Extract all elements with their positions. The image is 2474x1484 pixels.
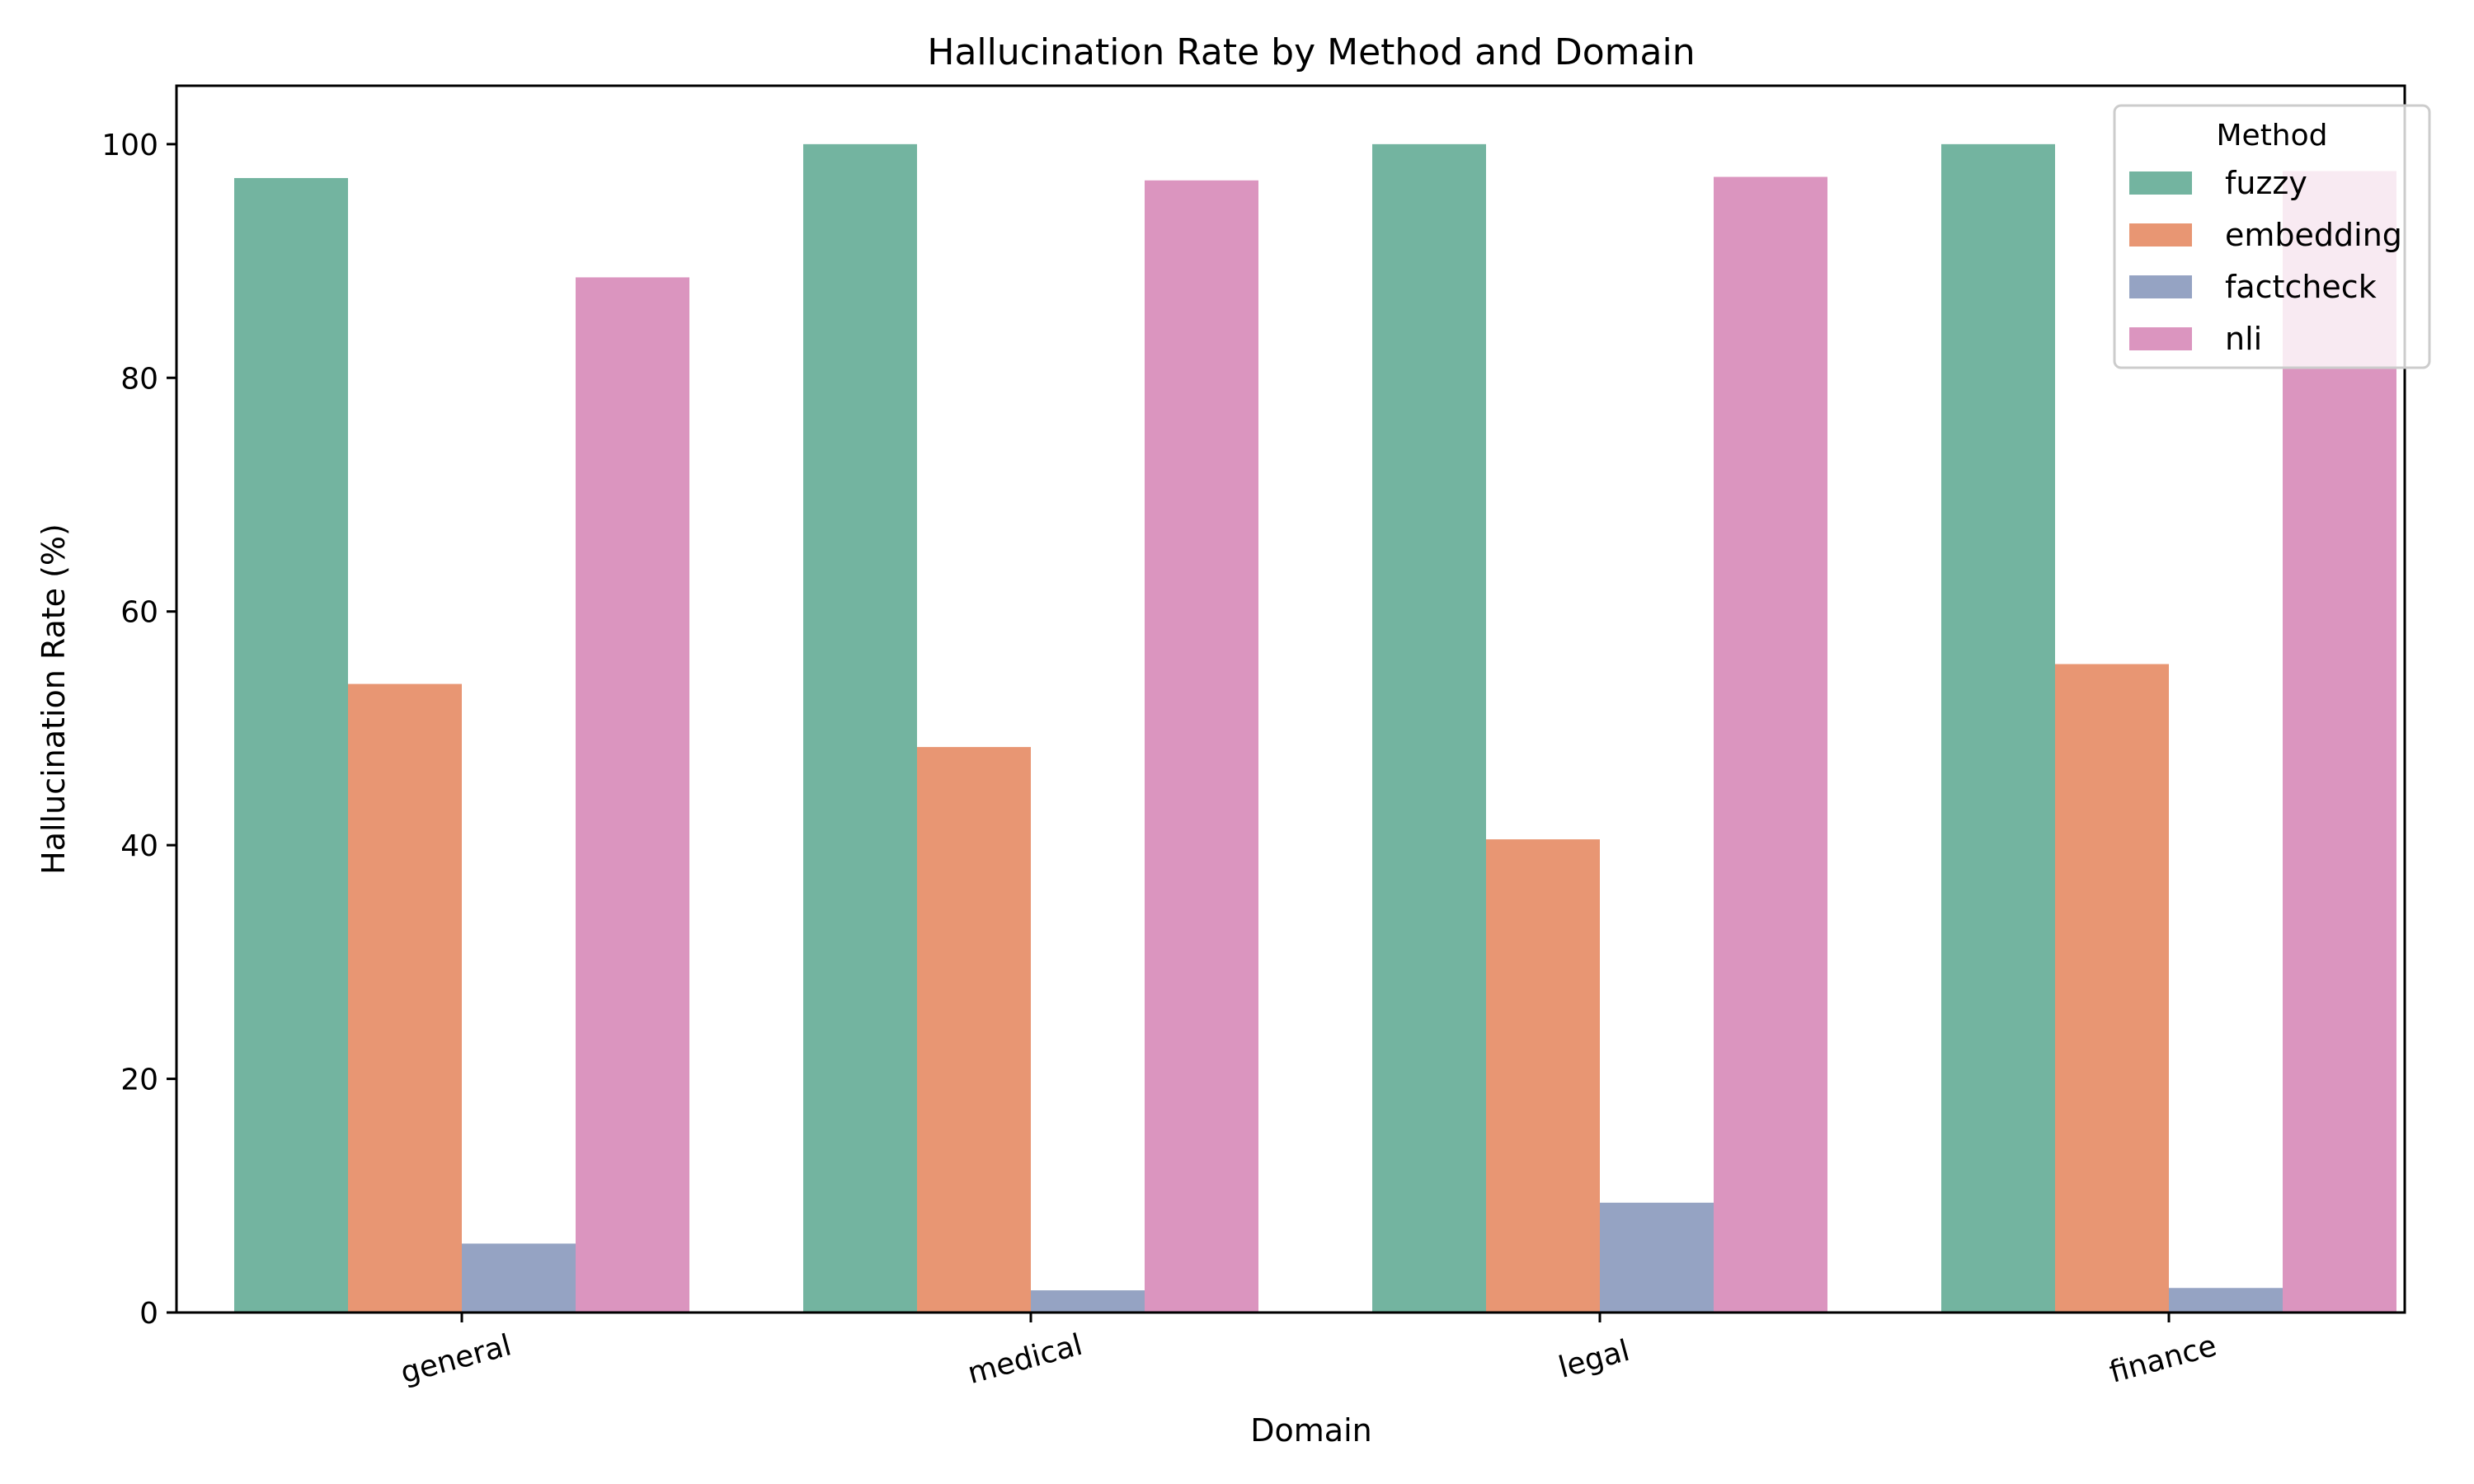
legend-label-fuzzy: fuzzy bbox=[2225, 165, 2307, 201]
bar-medical-embedding bbox=[917, 747, 1031, 1313]
y-axis: 0 20 40 60 80 100 bbox=[101, 129, 176, 1331]
bar-finance-embedding bbox=[2055, 664, 2169, 1313]
bar-legal-nli bbox=[1714, 176, 1827, 1313]
y-axis-label: Hallucination Rate (%) bbox=[35, 524, 72, 875]
y-tick-label: 100 bbox=[101, 129, 158, 162]
x-tick-label-legal: legal bbox=[1555, 1334, 1634, 1385]
legend-label-embedding: embedding bbox=[2225, 217, 2402, 253]
bar-finance-fuzzy bbox=[1941, 143, 2055, 1313]
legend-swatch-nli bbox=[2129, 327, 2192, 350]
bar-medical-factcheck bbox=[1031, 1290, 1145, 1313]
x-tick-label-medical: medical bbox=[964, 1328, 1086, 1391]
y-tick-label: 80 bbox=[120, 362, 158, 396]
legend-box bbox=[2113, 104, 2431, 369]
bar-medical-nli bbox=[1145, 180, 1258, 1313]
legend: Method fuzzy embedding factcheck nli bbox=[2113, 104, 2431, 369]
legend-swatch-factcheck bbox=[2129, 275, 2192, 298]
bar-legal-embedding bbox=[1486, 839, 1600, 1313]
x-tick-label-general: general bbox=[397, 1328, 515, 1390]
bar-general-embedding bbox=[348, 683, 462, 1313]
bar-general-factcheck bbox=[462, 1243, 576, 1313]
bar-medical-fuzzy bbox=[803, 143, 917, 1313]
bar-legal-fuzzy bbox=[1372, 143, 1486, 1313]
legend-swatch-embedding bbox=[2129, 223, 2192, 247]
bar-legal-factcheck bbox=[1600, 1202, 1714, 1313]
x-axis: general medical legal finance bbox=[397, 1313, 2220, 1391]
y-tick-label: 20 bbox=[120, 1064, 158, 1097]
bars-group bbox=[234, 143, 2396, 1313]
legend-swatch-fuzzy bbox=[2129, 171, 2192, 195]
x-axis-label: Domain bbox=[1250, 1412, 1371, 1449]
legend-label-factcheck: factcheck bbox=[2225, 269, 2377, 305]
x-tick-label-finance: finance bbox=[2106, 1329, 2220, 1390]
legend-title: Method bbox=[2216, 119, 2327, 153]
plot-frame bbox=[175, 84, 2406, 1314]
legend-label-nli: nli bbox=[2225, 321, 2262, 357]
y-tick-label: 60 bbox=[120, 596, 158, 630]
bar-general-fuzzy bbox=[234, 177, 348, 1313]
chart-title: Hallucination Rate by Method and Domain bbox=[927, 31, 1695, 73]
y-tick-label: 40 bbox=[120, 829, 158, 863]
bar-finance-factcheck bbox=[2169, 1288, 2283, 1313]
y-tick-label: 0 bbox=[139, 1297, 158, 1331]
bar-general-nli bbox=[576, 277, 689, 1313]
